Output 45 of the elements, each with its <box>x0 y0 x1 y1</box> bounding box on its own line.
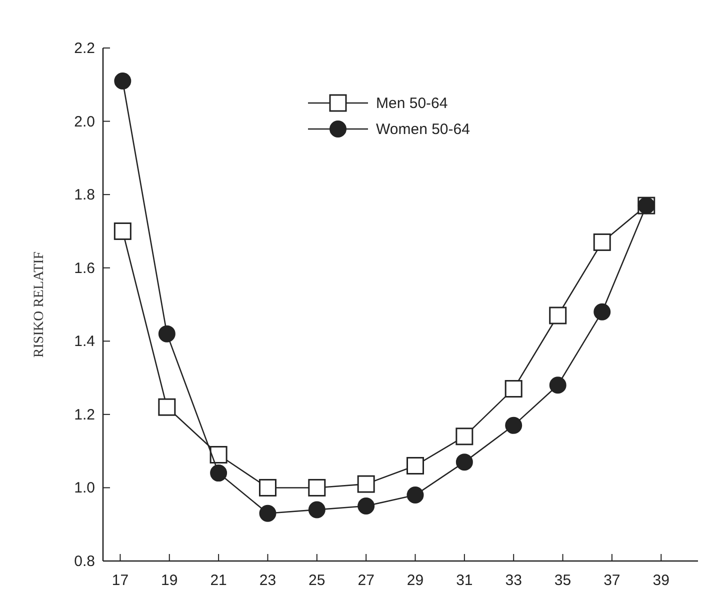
y-tick-label: 0.8 <box>74 553 95 570</box>
y-tick-label: 1.6 <box>74 260 95 277</box>
point <box>308 478 326 496</box>
point <box>456 454 473 471</box>
point <box>549 376 566 394</box>
point <box>210 464 228 482</box>
y-tick-label: 1.8 <box>74 186 95 204</box>
legend-label: Men 50-64 <box>376 95 448 112</box>
x-tick-label: 33 <box>505 572 522 589</box>
point <box>594 303 611 320</box>
x-tick-label: 21 <box>210 572 227 589</box>
x-tick-label: 31 <box>456 572 473 589</box>
x-tick-label: 27 <box>358 572 374 589</box>
x-tick-label: 23 <box>259 572 276 589</box>
point <box>158 325 176 342</box>
point <box>358 498 375 515</box>
x-tick-label: 25 <box>308 572 326 589</box>
point <box>504 380 522 398</box>
y-tick-label: 1.0 <box>74 480 95 497</box>
y-axis-title: RISIKO RELATIF <box>32 251 47 358</box>
x-tick-label: 17 <box>112 572 129 589</box>
legend-label: Women 50-64 <box>376 121 470 138</box>
y-tick-label: 1.2 <box>74 406 95 424</box>
point <box>210 446 228 464</box>
point <box>258 478 276 496</box>
point <box>259 504 276 522</box>
point <box>549 306 567 324</box>
point <box>114 222 132 240</box>
point <box>158 398 176 416</box>
x-tick-label: 19 <box>161 572 178 589</box>
y-tick-label: 1.4 <box>74 333 95 350</box>
point <box>357 475 375 493</box>
point <box>456 428 474 446</box>
point <box>505 416 522 434</box>
point <box>308 501 326 518</box>
point <box>593 233 611 251</box>
y-tick-label: 2.0 <box>74 113 95 130</box>
x-tick-label: 37 <box>604 572 620 589</box>
x-tick-label: 35 <box>554 572 572 589</box>
point <box>114 72 132 90</box>
point <box>406 456 424 474</box>
x-tick-label: 39 <box>652 572 670 589</box>
y-tick-label: 2.2 <box>74 40 95 57</box>
x-tick-label: 29 <box>406 572 424 589</box>
point <box>406 486 424 504</box>
